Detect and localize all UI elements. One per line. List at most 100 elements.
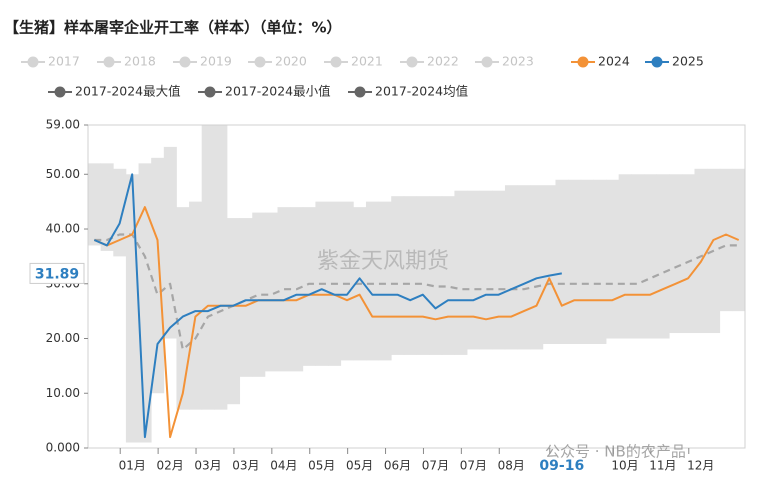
y-tick-label: 10.00 [46, 386, 80, 400]
legend-label: 2024 [598, 54, 630, 69]
range-band [441, 196, 455, 355]
range-band [391, 196, 405, 355]
range-band [277, 207, 291, 372]
range-band [163, 146, 177, 339]
y-tick-label: 50.00 [46, 167, 80, 181]
y-tick-label: 0.000 [46, 441, 80, 455]
watermark: 紫金天风期货 [317, 249, 449, 274]
range-band [542, 185, 556, 344]
range-band [378, 201, 392, 361]
x-tick-label: 05月 [308, 459, 335, 473]
legend-marker [354, 86, 366, 98]
range-band [492, 190, 506, 350]
range-band [618, 174, 632, 339]
range-band [580, 179, 594, 344]
legend-marker [54, 86, 66, 98]
range-band [504, 185, 518, 350]
range-band [479, 190, 493, 350]
watermark: 公众号 · NB的农产品 [545, 443, 686, 461]
x-tick-label: 03月 [232, 459, 259, 473]
x-tick-label: 07月 [422, 459, 449, 473]
series-line [94, 233, 739, 351]
x-tick-label: 02月 [156, 459, 183, 473]
x-tick-label: 01月 [119, 459, 146, 473]
range-band [214, 125, 228, 410]
legend-marker [27, 56, 39, 68]
range-band [302, 207, 316, 366]
range-band [226, 218, 241, 405]
legend-marker [103, 56, 115, 68]
range-band [264, 212, 278, 372]
y-tick-label: 59.00 [46, 118, 80, 132]
legend-marker [330, 56, 342, 68]
range-band [403, 196, 417, 355]
range-band [416, 196, 430, 355]
range-band [732, 168, 746, 312]
range-band [429, 196, 443, 355]
legend-label: 2022 [427, 54, 459, 69]
x-tick-label: 11月 [649, 459, 676, 473]
range-band [555, 179, 569, 344]
range-band [656, 174, 670, 339]
legend-marker [254, 56, 266, 68]
x-tick-label: 09-16 [539, 458, 584, 474]
legend-label: 2020 [275, 54, 307, 69]
range-band [517, 185, 531, 350]
highlight-label: 31.89 [35, 266, 79, 282]
series-line [93, 173, 562, 439]
range-band [113, 168, 127, 257]
x-tick-label: 12月 [687, 459, 714, 473]
range-band [189, 201, 203, 410]
legend-label: 2025 [672, 54, 704, 69]
legend-marker [179, 56, 191, 68]
range-band [88, 163, 102, 246]
range-band [631, 174, 645, 339]
x-tick-label: 05月 [346, 459, 373, 473]
plot-frame [87, 124, 746, 449]
range-band [201, 125, 215, 410]
legend-marker [577, 56, 589, 68]
range-band [239, 218, 253, 377]
range-band [669, 174, 683, 334]
x-tick-label: 03月 [194, 459, 221, 473]
range-band [694, 168, 708, 334]
range-band [719, 168, 733, 312]
range-band [467, 190, 481, 350]
x-tick-label: 04月 [270, 459, 297, 473]
legend-marker [651, 56, 663, 68]
range-band [252, 212, 266, 377]
range-band [151, 157, 165, 394]
y-tick-label: 40.00 [46, 222, 80, 236]
x-tick-label: 07月 [460, 459, 487, 473]
legend-marker [481, 56, 493, 68]
legend-label: 2017-2024均值 [375, 84, 468, 99]
x-tick-label: 06月 [384, 459, 411, 473]
chart-title: 【生猪】样本屠宰企业开工率（样本）（单位：%） [4, 19, 342, 37]
x-tick-label: 10月 [611, 459, 638, 473]
range-band [340, 201, 354, 361]
legend-label: 2017 [48, 54, 80, 69]
legend-label: 2019 [200, 54, 232, 69]
legend-label: 2018 [124, 54, 156, 69]
range-band [643, 174, 657, 339]
range-band [593, 179, 607, 344]
x-tick-label: 08月 [498, 459, 525, 473]
highlight-box [29, 262, 85, 284]
legend-label: 2021 [351, 54, 383, 69]
legend-label: 2017-2024最小值 [225, 84, 331, 99]
range-band [365, 201, 379, 361]
y-tick-label: 20.00 [46, 331, 80, 345]
legend-marker [204, 86, 216, 98]
legend-label: 2023 [502, 54, 534, 69]
legend-label: 2017-2024最大值 [75, 84, 181, 99]
range-band [176, 207, 190, 410]
range-band [568, 179, 582, 344]
range-band [125, 174, 139, 443]
range-band [681, 174, 695, 334]
range-band [454, 190, 468, 355]
range-band [606, 179, 620, 339]
range-band [530, 185, 544, 350]
range-band [100, 163, 114, 251]
legend-marker [406, 56, 418, 68]
